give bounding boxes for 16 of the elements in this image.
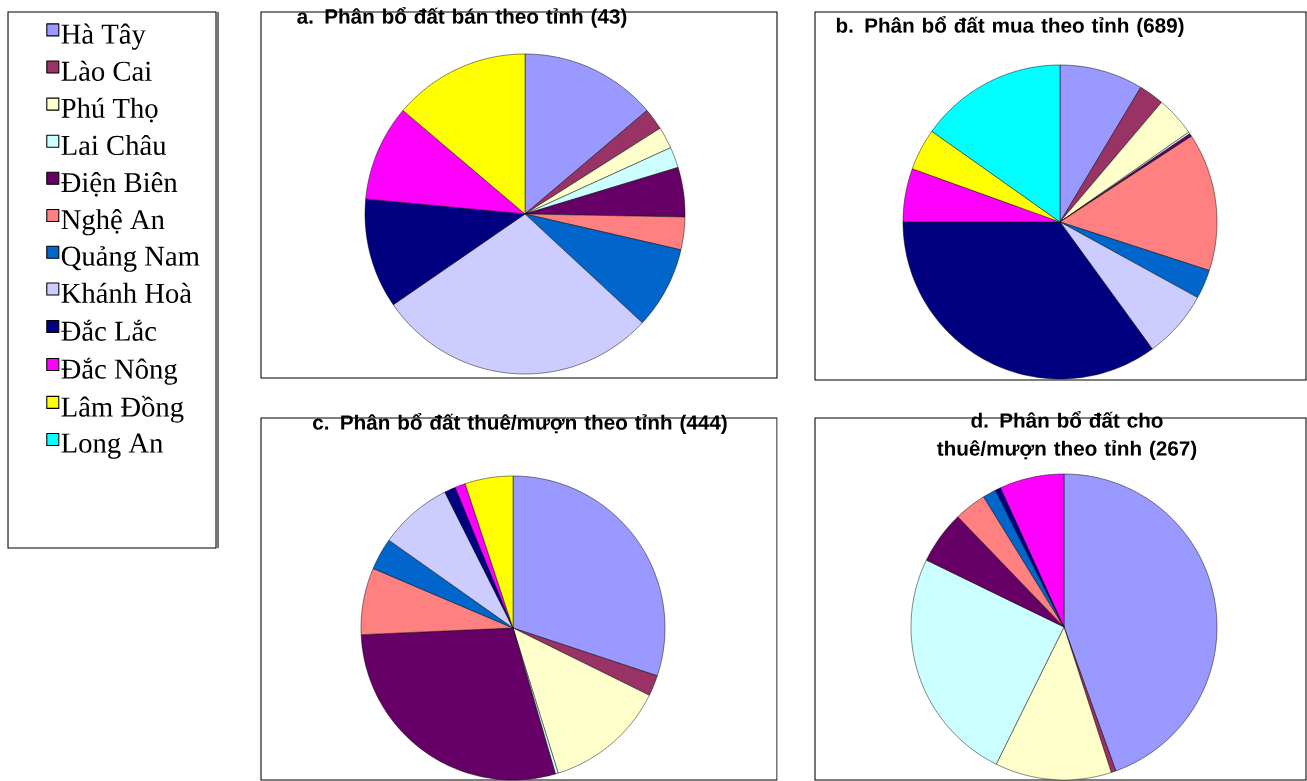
chart-title: b. Phân bổ đất mua theo tỉnh (689) <box>836 15 1184 37</box>
legend-label: Long An <box>61 433 163 459</box>
chart-title: c. Phân bổ đất thuê/mượn theo tỉnh (444) <box>313 412 727 434</box>
legend-label: Đắc Lắc <box>61 319 157 341</box>
legend-label: Phú Thọ <box>61 97 158 123</box>
legend-label: Quảng Nam <box>61 246 200 272</box>
legend-label: Nghệ An <box>61 209 165 236</box>
chart-title: d. Phân bổ đất cho thuê/mượn theo tỉnh (267) <box>937 410 1197 460</box>
chart-title: a. Phân bổ đất bán theo tỉnh (43) <box>297 6 627 28</box>
legend-label: Lai Châu <box>61 134 167 156</box>
legend-label: Lâm Đồng <box>61 395 184 423</box>
legend-label: Lào Cai <box>61 60 152 81</box>
legend-label: Khánh Hoà <box>61 282 192 303</box>
legend-label: Điện Biên <box>61 172 178 197</box>
legend-label: Hà Tây <box>61 23 146 50</box>
legend-label: Đắc Nông <box>61 357 178 385</box>
